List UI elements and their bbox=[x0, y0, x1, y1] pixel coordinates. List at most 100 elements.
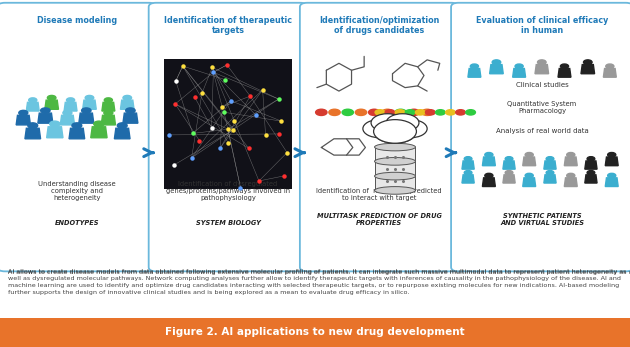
Circle shape bbox=[608, 173, 616, 178]
Circle shape bbox=[587, 157, 595, 161]
Circle shape bbox=[546, 171, 554, 175]
Circle shape bbox=[464, 171, 472, 175]
Circle shape bbox=[515, 64, 523, 68]
Text: ENDOTYPES: ENDOTYPES bbox=[55, 220, 99, 226]
Polygon shape bbox=[26, 102, 39, 111]
Circle shape bbox=[525, 173, 533, 178]
Text: Figure 2. AI applications to new drug development: Figure 2. AI applications to new drug de… bbox=[165, 327, 465, 337]
Circle shape bbox=[567, 173, 575, 178]
Circle shape bbox=[485, 153, 493, 157]
Polygon shape bbox=[564, 178, 577, 187]
Circle shape bbox=[63, 110, 72, 115]
Text: Disease modeling: Disease modeling bbox=[37, 16, 117, 25]
Polygon shape bbox=[535, 65, 549, 74]
Circle shape bbox=[19, 110, 28, 115]
Polygon shape bbox=[462, 161, 474, 169]
Circle shape bbox=[67, 98, 74, 102]
Circle shape bbox=[94, 121, 104, 127]
Circle shape bbox=[445, 110, 455, 115]
Circle shape bbox=[363, 120, 396, 138]
Polygon shape bbox=[604, 68, 616, 77]
Circle shape bbox=[385, 110, 395, 115]
Circle shape bbox=[28, 123, 38, 128]
Polygon shape bbox=[523, 178, 536, 187]
Circle shape bbox=[466, 110, 476, 115]
Circle shape bbox=[561, 64, 568, 68]
Polygon shape bbox=[585, 175, 597, 183]
Circle shape bbox=[386, 114, 419, 132]
Bar bbox=[0, 318, 630, 347]
Circle shape bbox=[329, 109, 340, 116]
Circle shape bbox=[316, 109, 327, 116]
Text: SYNTHETIC PATIENTS
AND VIRTUAL STUDIES: SYNTHETIC PATIENTS AND VIRTUAL STUDIES bbox=[500, 213, 584, 226]
Circle shape bbox=[492, 60, 501, 65]
Circle shape bbox=[355, 109, 367, 116]
Circle shape bbox=[464, 157, 472, 161]
Circle shape bbox=[425, 110, 435, 115]
Circle shape bbox=[583, 60, 592, 65]
Circle shape bbox=[485, 173, 493, 178]
Circle shape bbox=[371, 114, 404, 132]
Polygon shape bbox=[102, 102, 115, 111]
Circle shape bbox=[126, 108, 135, 113]
Polygon shape bbox=[585, 161, 597, 169]
Polygon shape bbox=[483, 157, 495, 166]
Circle shape bbox=[394, 120, 427, 138]
Polygon shape bbox=[16, 115, 30, 125]
Polygon shape bbox=[513, 68, 525, 77]
Circle shape bbox=[374, 120, 416, 143]
Ellipse shape bbox=[374, 158, 416, 165]
Circle shape bbox=[505, 157, 513, 161]
Circle shape bbox=[342, 109, 353, 116]
Polygon shape bbox=[91, 127, 107, 138]
Text: Evaluation of clinical efficacy
in human: Evaluation of clinical efficacy in human bbox=[476, 16, 609, 35]
Polygon shape bbox=[558, 68, 571, 77]
Polygon shape bbox=[544, 175, 556, 183]
Polygon shape bbox=[490, 65, 503, 74]
FancyBboxPatch shape bbox=[451, 3, 630, 271]
Circle shape bbox=[587, 171, 595, 175]
FancyBboxPatch shape bbox=[0, 3, 156, 271]
Text: AI allows to create disease models from data obtained following extensive molecu: AI allows to create disease models from … bbox=[8, 270, 630, 275]
Polygon shape bbox=[564, 157, 577, 166]
Polygon shape bbox=[468, 68, 481, 77]
Polygon shape bbox=[79, 113, 94, 123]
Polygon shape bbox=[503, 175, 515, 183]
Polygon shape bbox=[60, 115, 74, 125]
Circle shape bbox=[47, 95, 56, 100]
Circle shape bbox=[85, 95, 94, 100]
Circle shape bbox=[567, 153, 575, 157]
Polygon shape bbox=[45, 100, 59, 109]
Circle shape bbox=[382, 109, 393, 116]
Text: Identification of therapeutic
targets: Identification of therapeutic targets bbox=[164, 16, 292, 35]
Polygon shape bbox=[123, 113, 138, 123]
Polygon shape bbox=[25, 128, 40, 139]
Circle shape bbox=[525, 153, 533, 157]
Circle shape bbox=[405, 110, 415, 115]
Polygon shape bbox=[523, 157, 536, 166]
Text: Identification of dysregulated
genes/proteins/pathways involved in
pathophysiolo: Identification of dysregulated genes/pro… bbox=[166, 181, 290, 201]
Ellipse shape bbox=[374, 143, 416, 151]
Circle shape bbox=[421, 109, 433, 116]
Polygon shape bbox=[581, 65, 595, 74]
Text: MULTITASK PREDICTION OF DRUG
PROPERTIES: MULTITASK PREDICTION OF DRUG PROPERTIES bbox=[317, 213, 442, 226]
Ellipse shape bbox=[374, 187, 416, 194]
Polygon shape bbox=[83, 100, 96, 109]
Circle shape bbox=[408, 109, 420, 116]
Text: Identification of  molecules predicted
to interact with target: Identification of molecules predicted to… bbox=[316, 188, 442, 201]
Circle shape bbox=[395, 110, 405, 115]
Circle shape bbox=[608, 153, 616, 157]
Polygon shape bbox=[69, 128, 84, 139]
Circle shape bbox=[395, 109, 406, 116]
Circle shape bbox=[374, 120, 416, 143]
Polygon shape bbox=[120, 100, 134, 109]
Bar bbox=[164, 59, 292, 189]
Circle shape bbox=[41, 108, 50, 113]
Circle shape bbox=[546, 157, 554, 161]
Circle shape bbox=[123, 95, 132, 100]
Circle shape bbox=[117, 123, 127, 128]
Circle shape bbox=[50, 121, 60, 127]
Text: Understanding disease
complexity and
heterogeneity: Understanding disease complexity and het… bbox=[38, 181, 116, 201]
Bar bbox=[374, 147, 416, 191]
FancyBboxPatch shape bbox=[149, 3, 307, 271]
